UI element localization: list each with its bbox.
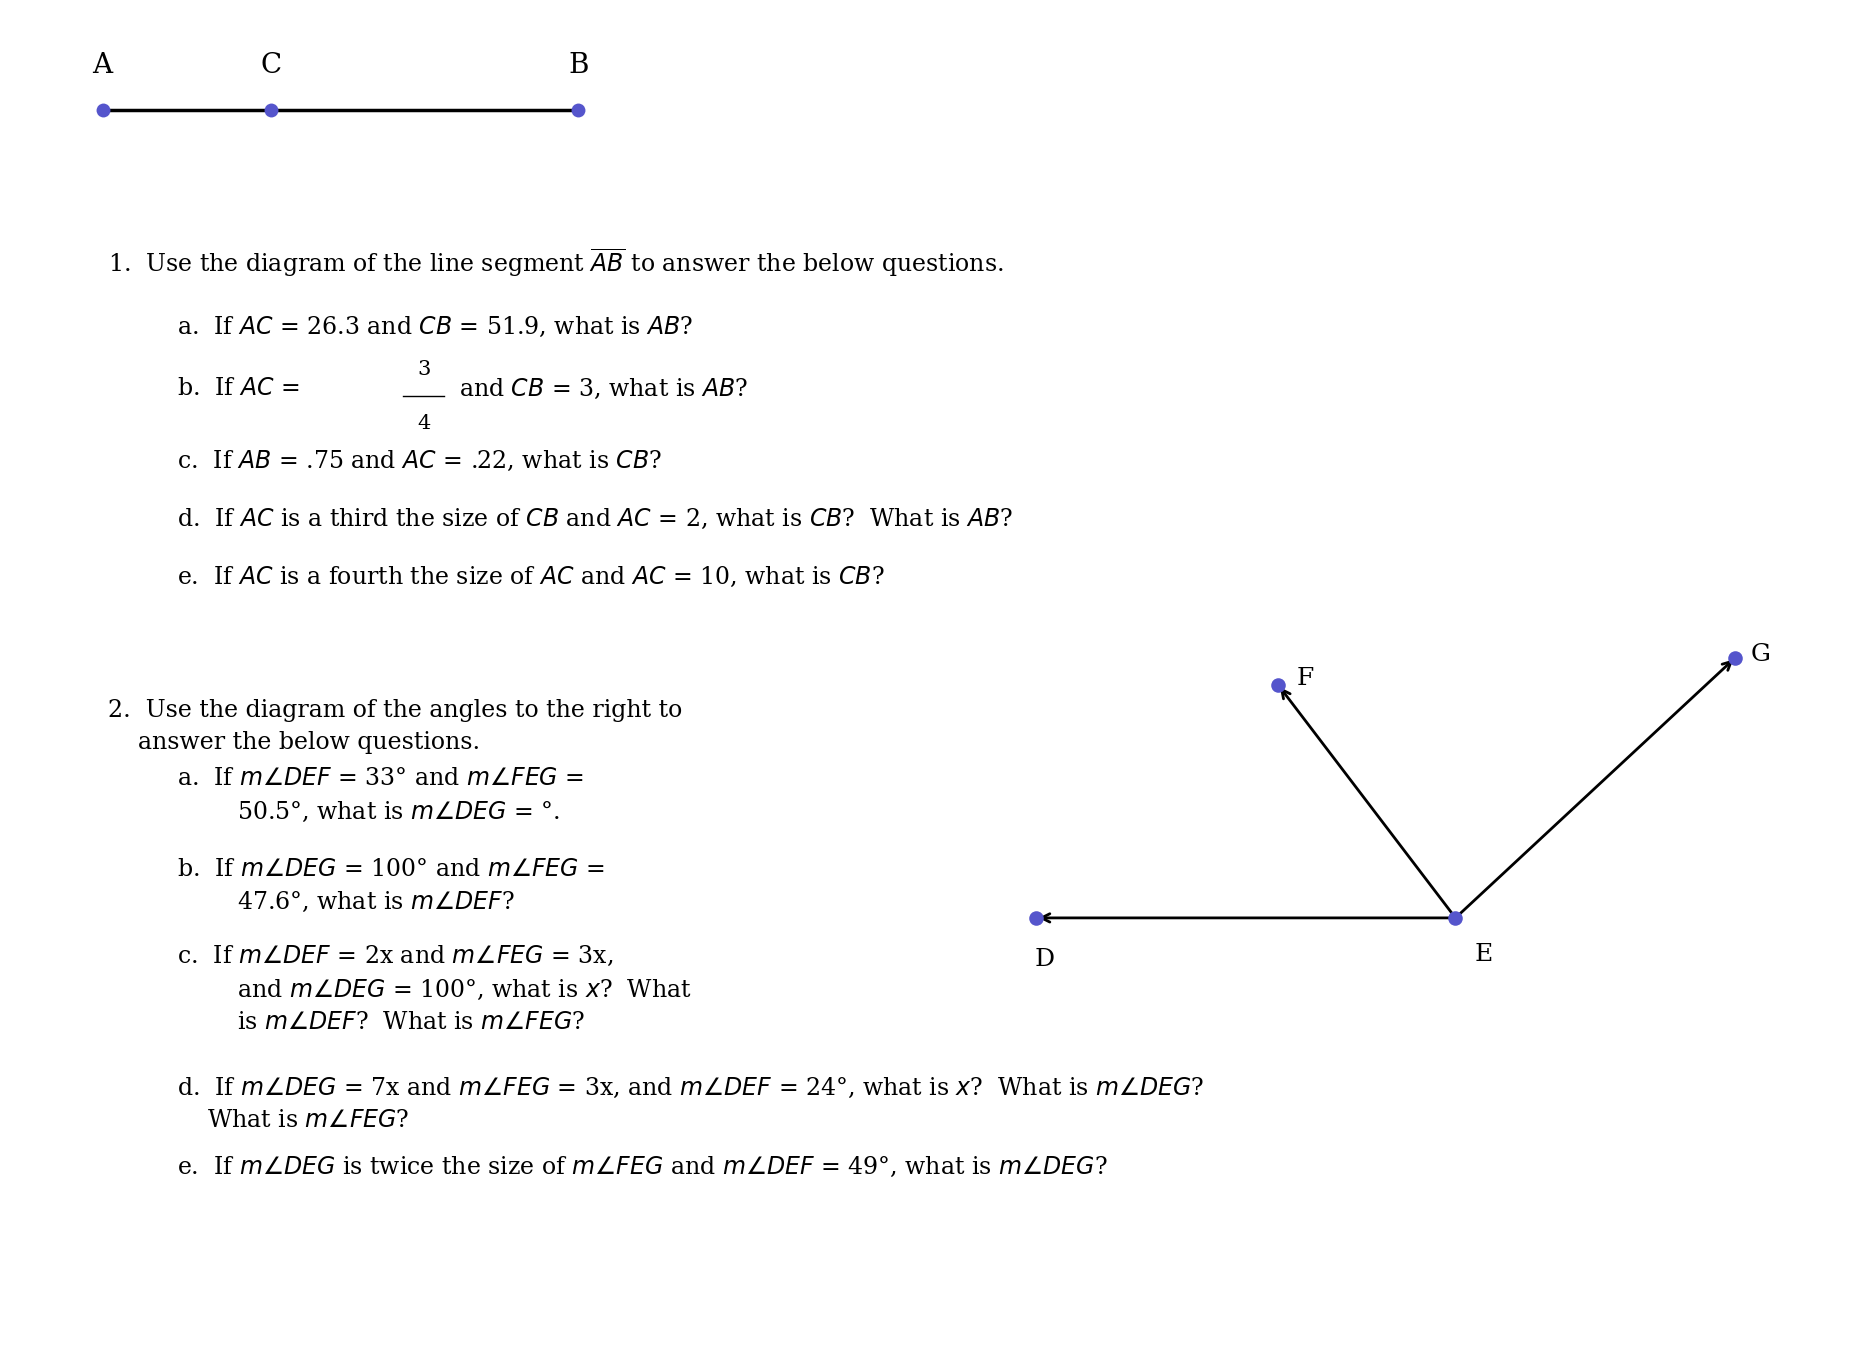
Text: d.  If $AC$ is a third the size of $CB$ and $AC$ = 2, what is $CB$?  What is $AB: d. If $AC$ is a third the size of $CB$ a… bbox=[177, 507, 1013, 532]
Text: E: E bbox=[1474, 943, 1493, 966]
Text: a.  If $m\angle DEF$ = 33° and $m\angle FEG$ =
        50.5°, what is $m\angle D: a. If $m\angle DEF$ = 33° and $m\angle F… bbox=[177, 767, 584, 823]
Text: 2.  Use the diagram of the angles to the right to
    answer the below questions: 2. Use the diagram of the angles to the … bbox=[108, 699, 683, 754]
Text: c.  If $m\angle DEF$ = 2x and $m\angle FEG$ = 3x,
        and $m\angle DEG$ = 10: c. If $m\angle DEF$ = 2x and $m\angle FE… bbox=[177, 944, 692, 1033]
Text: D: D bbox=[1036, 948, 1054, 971]
Text: c.  If $AB$ = .75 and $AC$ = .22, what is $CB$?: c. If $AB$ = .75 and $AC$ = .22, what is… bbox=[177, 449, 662, 474]
Text: b.  If $AC$ =: b. If $AC$ = bbox=[177, 377, 300, 400]
Text: 4: 4 bbox=[416, 414, 431, 433]
Point bbox=[256, 99, 285, 121]
Text: d.  If $m\angle DEG$ = 7x and $m\angle FEG$ = 3x, and $m\angle DEF$ = 24°, what : d. If $m\angle DEG$ = 7x and $m\angle FE… bbox=[177, 1075, 1205, 1132]
Text: a.  If $AC$ = 26.3 and $CB$ = 51.9, what is $AB$?: a. If $AC$ = 26.3 and $CB$ = 51.9, what … bbox=[177, 315, 694, 340]
Text: F: F bbox=[1297, 667, 1314, 689]
Text: C: C bbox=[259, 52, 282, 79]
Point bbox=[1720, 647, 1750, 669]
Text: G: G bbox=[1750, 644, 1771, 666]
Point bbox=[1441, 907, 1470, 929]
Text: b.  If $m\angle DEG$ = 100° and $m\angle FEG$ =
        47.6°, what is $m\angle : b. If $m\angle DEG$ = 100° and $m\angle … bbox=[177, 858, 605, 914]
Point bbox=[88, 99, 118, 121]
Text: B: B bbox=[569, 52, 588, 79]
Text: A: A bbox=[93, 52, 112, 79]
Point bbox=[1021, 907, 1051, 929]
Point bbox=[1263, 674, 1293, 696]
Point bbox=[564, 99, 593, 121]
Text: e.  If $AC$ is a fourth the size of $AC$ and $AC$ = 10, what is $CB$?: e. If $AC$ is a fourth the size of $AC$ … bbox=[177, 564, 884, 589]
Text: 1.  Use the diagram of the line segment $\overline{AB}$ to answer the below ques: 1. Use the diagram of the line segment $… bbox=[108, 247, 1004, 279]
Text: 3: 3 bbox=[416, 360, 431, 379]
Text: and $CB$ = 3, what is $AB$?: and $CB$ = 3, what is $AB$? bbox=[459, 377, 748, 401]
Text: e.  If $m\angle DEG$ is twice the size of $m\angle FEG$ and $m\angle DEF$ = 49°,: e. If $m\angle DEG$ is twice the size of… bbox=[177, 1155, 1108, 1180]
